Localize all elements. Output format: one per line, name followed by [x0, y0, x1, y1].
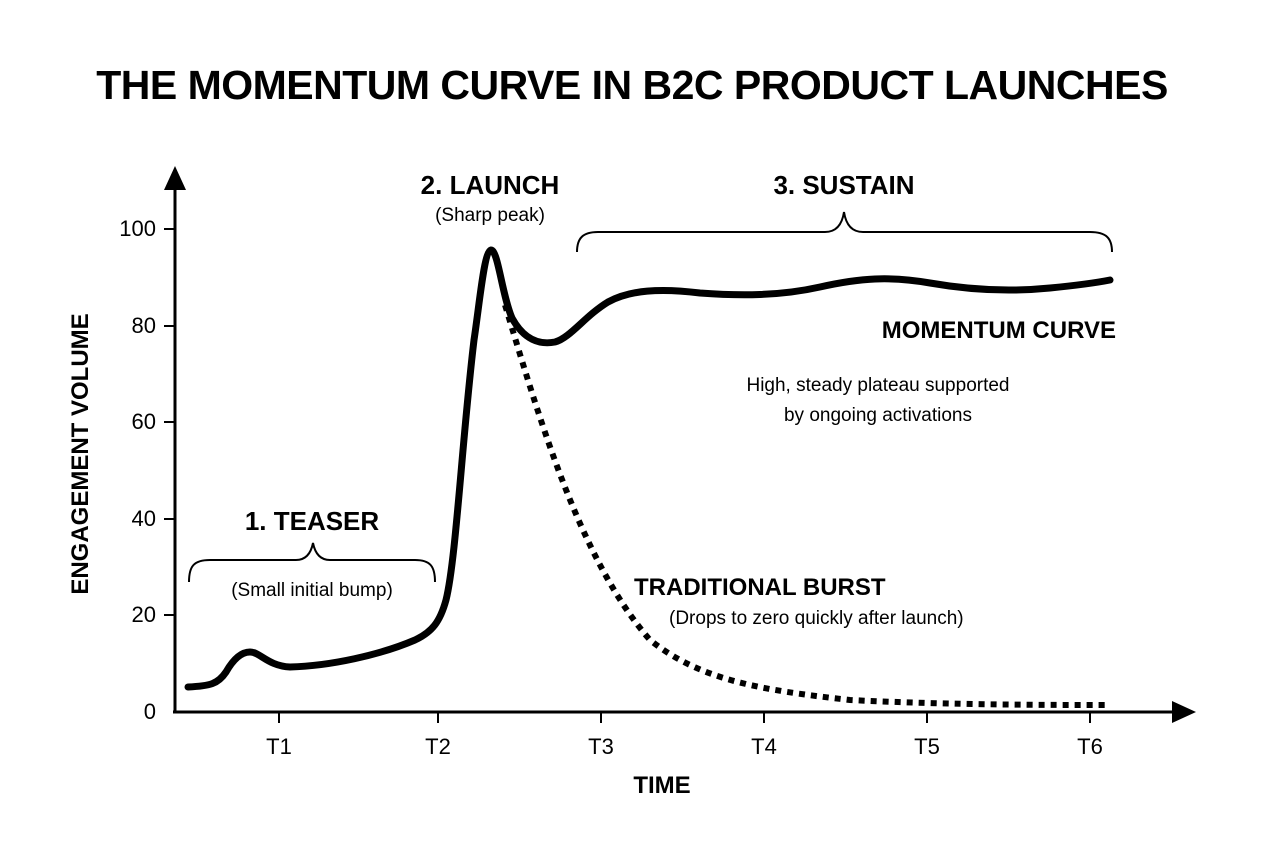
- traditional-burst-note: (Drops to zero quickly after launch): [669, 608, 964, 629]
- momentum-curve-line: [184, 246, 1114, 691]
- x-tick-t2: T2: [425, 734, 451, 759]
- momentum-curve-label: MOMENTUM CURVE: [881, 317, 1116, 344]
- y-tick-100: 100: [119, 216, 156, 241]
- phase-sustain-label: 3. SUSTAIN: [773, 170, 915, 200]
- x-axis-arrow-icon: [1172, 701, 1196, 723]
- phase-teaser-note: (Small initial bump): [231, 580, 393, 601]
- traditional-burst-label: TRADITIONAL BURST: [634, 574, 886, 601]
- x-tick-t5: T5: [914, 734, 940, 759]
- phase-teaser-label: 1. TEASER: [244, 506, 380, 536]
- x-axis-title: TIME: [633, 772, 691, 799]
- traditional-burst-line: [502, 304, 1111, 708]
- momentum-curve-note-line1: High, steady plateau supported: [746, 375, 1010, 396]
- teaser-brace: [188, 542, 436, 583]
- x-axis-ticks: [278, 712, 1091, 723]
- y-axis-title: ENGAGEMENT VOLUME: [67, 313, 94, 595]
- x-tick-t1: T1: [266, 734, 292, 759]
- x-tick-t4: T4: [751, 734, 777, 759]
- y-tick-20: 20: [131, 602, 156, 627]
- phase-launch-note: (Sharp peak): [435, 205, 545, 226]
- y-axis-ticks: [164, 228, 175, 616]
- phase-launch-label: 2. LAUNCH: [420, 170, 560, 200]
- y-tick-80: 80: [131, 313, 156, 338]
- momentum-curve-note-line2: by ongoing activations: [783, 405, 972, 426]
- x-tick-t3: T3: [588, 734, 614, 759]
- chart-title: THE MOMENTUM CURVE IN B2C PRODUCT LAUNCH…: [96, 62, 1168, 108]
- sustain-brace: [576, 211, 1113, 253]
- y-tick-60: 60: [131, 409, 156, 434]
- y-tick-0: 0: [143, 699, 156, 724]
- y-axis-arrow-icon: [164, 166, 186, 190]
- y-tick-40: 40: [131, 506, 156, 531]
- x-tick-t6: T6: [1077, 734, 1103, 759]
